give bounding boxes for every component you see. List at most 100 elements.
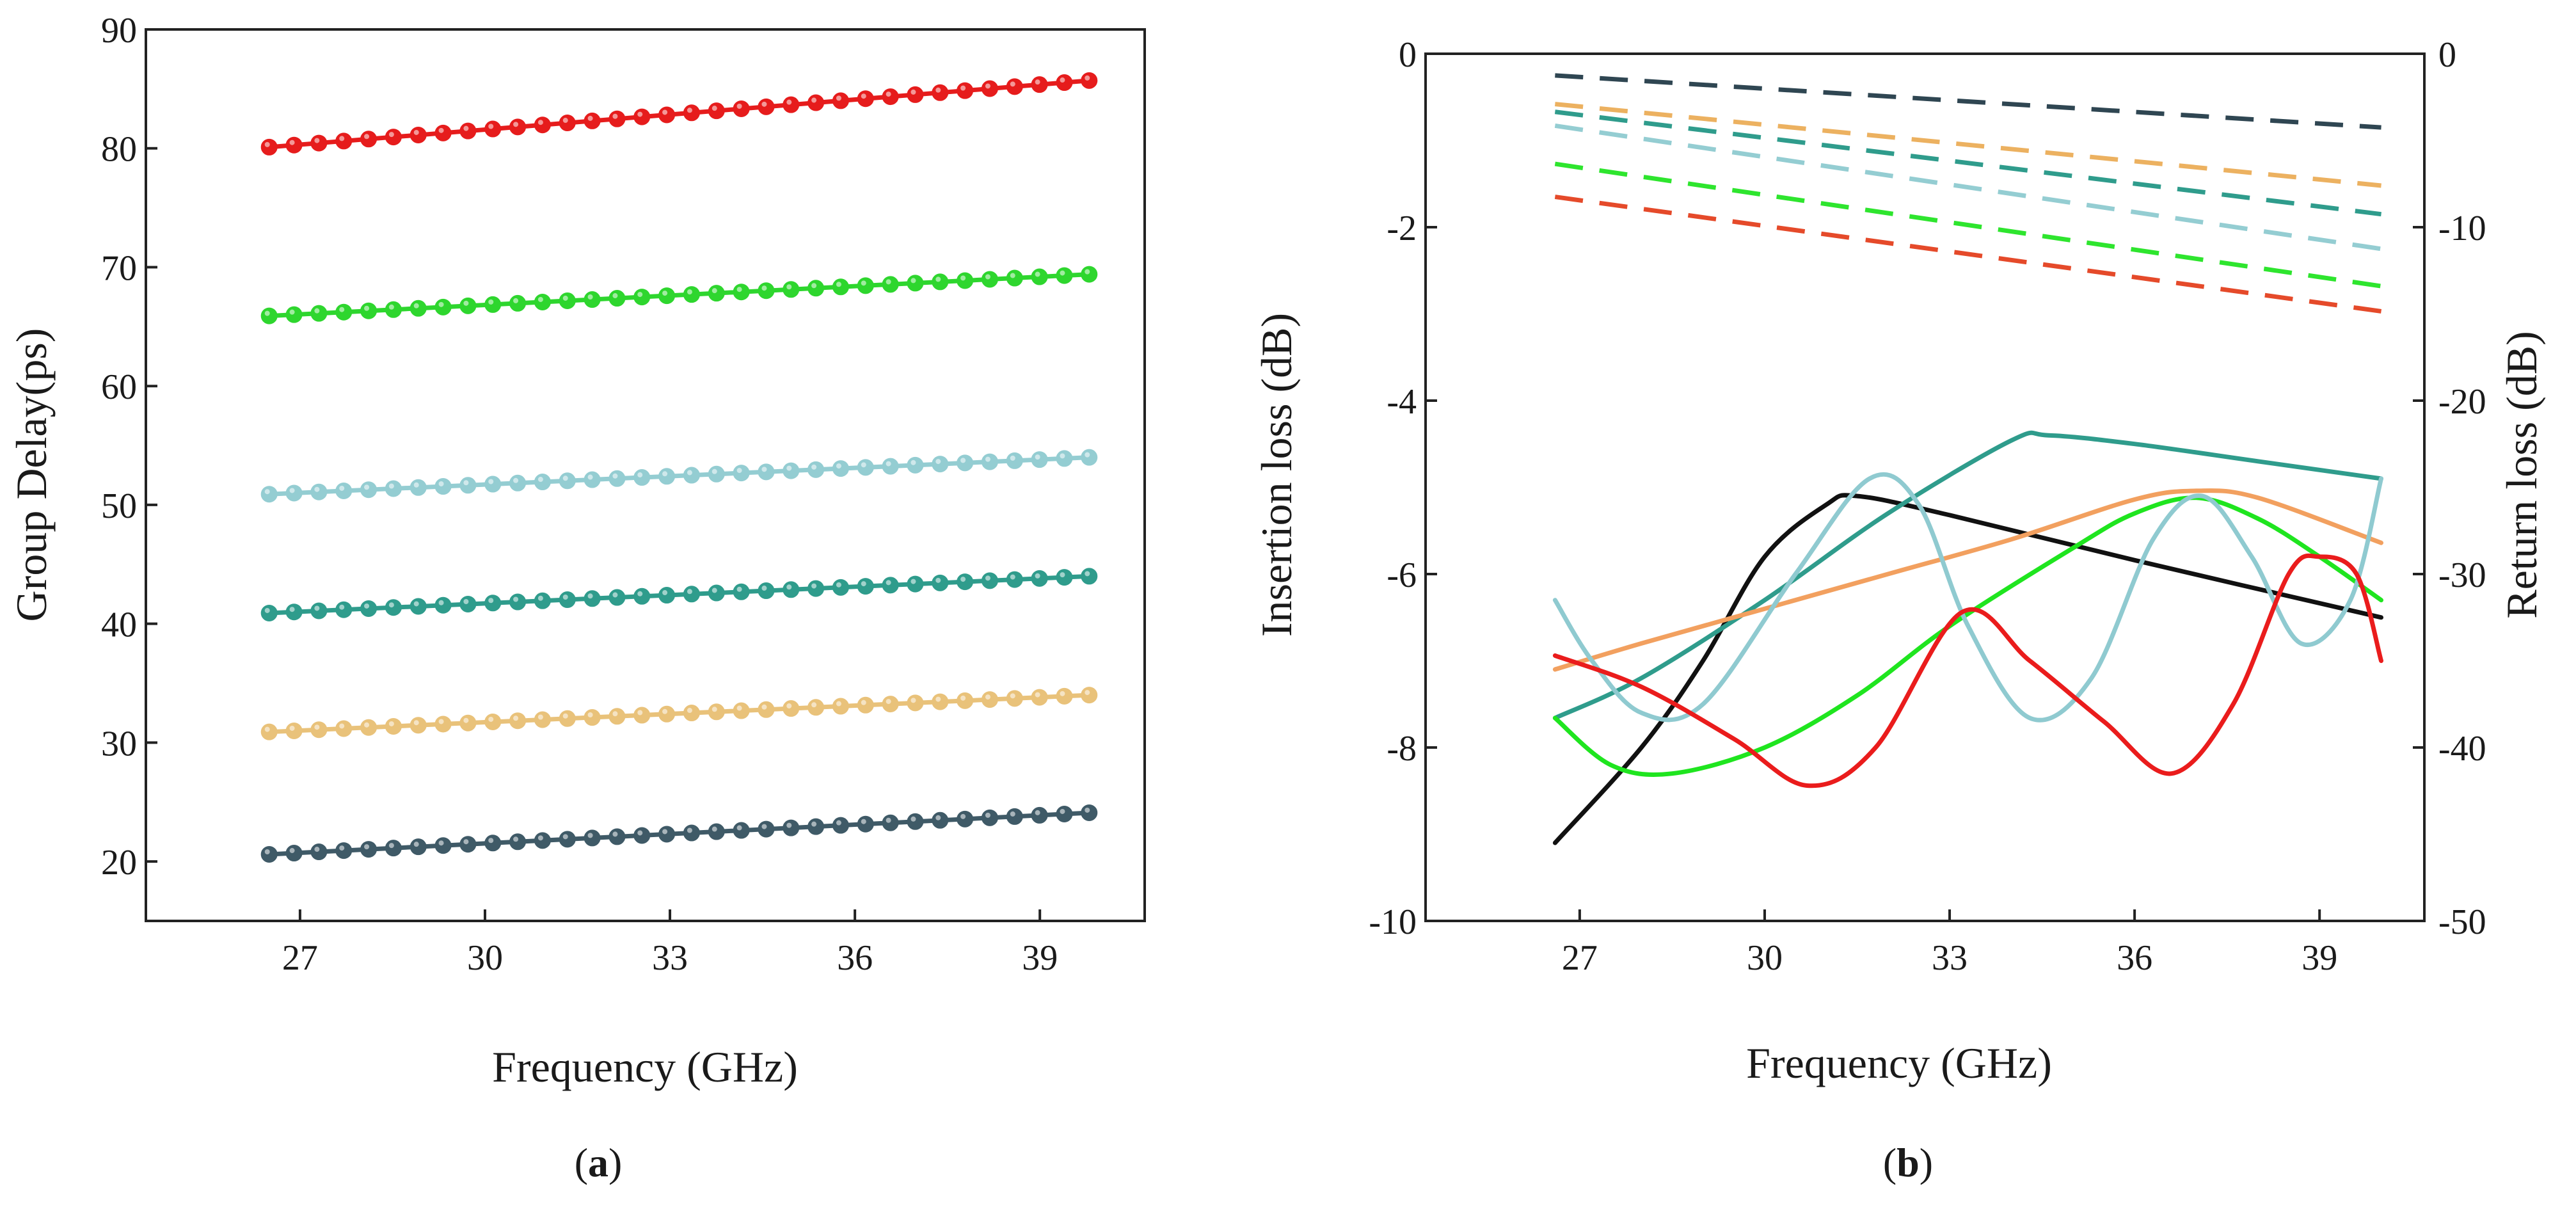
series-yellow-point: [857, 696, 874, 714]
panel-a-y-tick-label: 30: [101, 724, 137, 763]
series-dark-slate-point: [608, 828, 626, 845]
series-teal-point-highlight: [562, 595, 568, 600]
rl-orange: [1552, 488, 2383, 672]
series-dark-slate-point: [335, 842, 353, 859]
series-yellow-point: [783, 700, 800, 717]
il-dark-slate: [1555, 73, 2381, 130]
series-teal-point: [335, 601, 353, 618]
series-light-blue-point-highlight: [438, 481, 444, 487]
series-light-blue-point-highlight: [985, 456, 990, 462]
series-yellow-point: [534, 711, 551, 728]
il-light-blue: [1554, 124, 2382, 252]
series-dark-slate-point-highlight: [587, 833, 593, 838]
series-red-point: [882, 88, 899, 106]
series-dark-slate-point-highlight: [637, 830, 643, 836]
series-teal-point-highlight: [687, 589, 692, 595]
il-red: [1554, 195, 2382, 314]
series-teal-point-highlight: [662, 590, 668, 596]
series-green-point: [335, 303, 353, 321]
series-dark-slate-point: [708, 823, 725, 840]
series-light-blue-point: [484, 476, 502, 493]
series-light-blue-point-highlight: [562, 476, 568, 481]
series-light-blue-point-highlight: [513, 477, 519, 483]
series-light-blue-point: [658, 468, 676, 485]
series-green-point: [385, 301, 402, 318]
series-teal-point: [832, 579, 849, 596]
series-red-point-highlight: [438, 127, 444, 133]
series-red-point-highlight: [513, 122, 519, 127]
series-teal-point-highlight: [388, 602, 394, 608]
series-green-point-highlight: [587, 294, 593, 300]
series-red-point-highlight: [339, 136, 345, 141]
series-dark-slate-point-highlight: [935, 815, 941, 820]
series-yellow-point-highlight: [1035, 692, 1040, 698]
series-dark-slate-point: [260, 845, 278, 863]
series-red-point: [783, 96, 800, 113]
panel-b-x-tick-label: 39: [2302, 938, 2337, 978]
il-teal: [1554, 109, 2381, 217]
series-dark-slate-point: [981, 809, 998, 826]
series-red-point: [484, 120, 502, 138]
series-light-blue-point: [1056, 450, 1073, 467]
series-green-point: [1031, 268, 1048, 285]
series-teal-point: [484, 595, 502, 612]
series-dark-slate-point: [509, 833, 527, 851]
series-green-point: [907, 275, 924, 292]
series-green-line: [269, 272, 1090, 319]
series-teal-point-highlight: [463, 598, 469, 604]
series-teal-point: [1056, 569, 1073, 586]
series-green-point: [260, 307, 278, 324]
series-light-blue-point-highlight: [1035, 454, 1040, 460]
series-teal-point-highlight: [438, 600, 444, 605]
series-yellow-point-highlight: [339, 723, 345, 729]
series-teal-point: [758, 582, 775, 600]
series-light-blue-point-highlight: [687, 470, 692, 476]
series-yellow-point: [932, 693, 949, 710]
series-green-point-highlight: [811, 283, 817, 289]
panel-a-plot-frame: [145, 28, 1146, 922]
series-red-point: [907, 86, 924, 103]
series-green-point-highlight: [687, 289, 692, 295]
series-light-blue-point-highlight: [960, 458, 966, 463]
series-yellow-point: [658, 705, 676, 723]
series-red-point: [807, 94, 825, 111]
series-red-point-highlight: [289, 140, 295, 145]
series-green-point: [683, 286, 700, 303]
series-teal-point-highlight: [985, 575, 990, 581]
series-light-blue-point: [584, 471, 601, 488]
series-dark-slate-point: [1081, 804, 1098, 821]
series-dark-slate-point: [434, 837, 452, 854]
series-green-point: [733, 284, 750, 301]
series-green-point-highlight: [736, 287, 742, 292]
series-red-point-highlight: [562, 118, 568, 124]
series-yellow-point-highlight: [811, 702, 817, 708]
series-dark-slate: [260, 804, 1098, 863]
series-red-point-highlight: [910, 89, 916, 95]
series-dark-slate-point: [783, 819, 800, 836]
series-red-point: [1006, 78, 1023, 95]
series-dark-slate-point: [409, 838, 427, 856]
series-green-point-highlight: [339, 307, 345, 312]
series-light-blue-point-highlight: [935, 459, 941, 465]
series-yellow-point-highlight: [1060, 691, 1065, 696]
series-red-point: [608, 110, 626, 127]
panel-a-y-tick-label: 40: [101, 605, 137, 645]
series-yellow-point: [385, 717, 402, 735]
series-teal-point: [509, 593, 527, 611]
series-green-point: [285, 306, 303, 323]
panel-b-x-tick-label: 27: [1562, 938, 1598, 978]
series-teal-point: [434, 596, 452, 614]
series-yellow-point-highlight: [413, 720, 419, 726]
series-yellow-point: [832, 698, 849, 715]
series-red-point-highlight: [612, 113, 618, 119]
series-green-point-highlight: [960, 275, 966, 281]
series-red-point-highlight: [811, 97, 817, 103]
series-yellow-line: [269, 692, 1090, 735]
series-red-line: [269, 78, 1090, 150]
series-yellow-point: [260, 723, 278, 740]
series-teal-point: [857, 578, 874, 595]
panel-b-y2-tick-label: -50: [2438, 902, 2486, 942]
series-teal-point-highlight: [339, 604, 345, 610]
series-red-point-highlight: [388, 132, 394, 138]
